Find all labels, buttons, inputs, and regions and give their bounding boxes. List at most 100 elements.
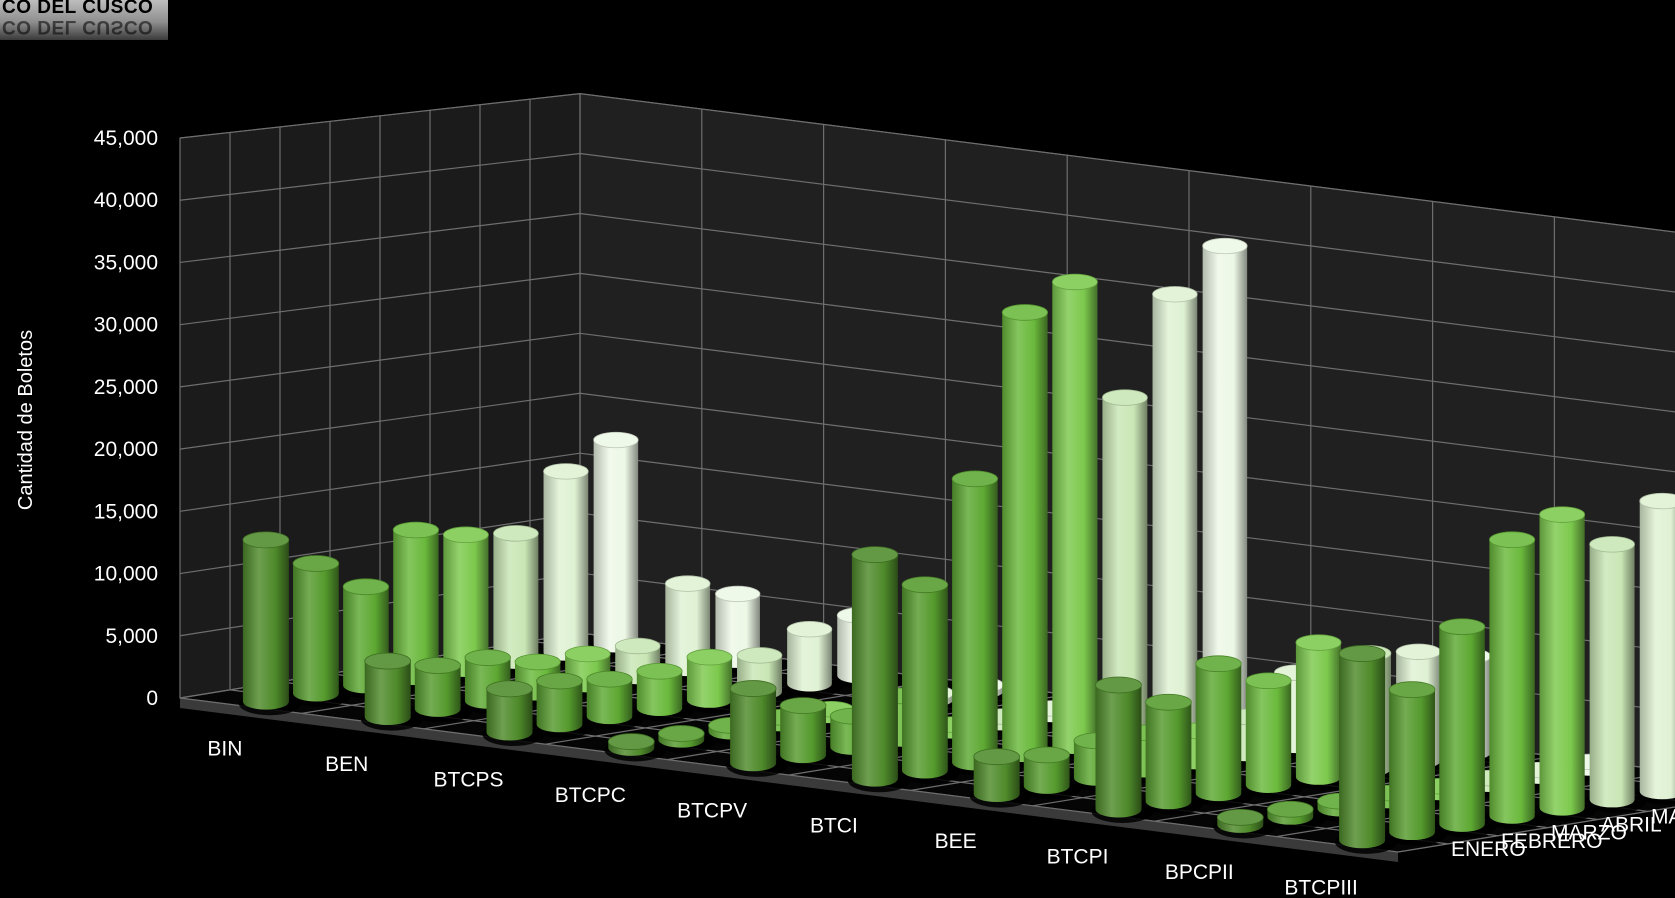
category-label: BPCPII [1165, 861, 1234, 884]
bar-body [536, 680, 583, 733]
bar [1585, 536, 1647, 813]
bar-top [686, 648, 733, 666]
y-tick-label: 40,000 [94, 189, 158, 212]
bar-body [1095, 684, 1142, 818]
bar-top [1438, 618, 1486, 636]
bar-body [1102, 397, 1148, 746]
y-tick-label: 45,000 [94, 127, 158, 150]
bar-body [1389, 689, 1435, 841]
category-label: BTCPV [677, 799, 747, 822]
bar-top [486, 680, 533, 698]
bar-body [1052, 281, 1098, 754]
bar-top [729, 680, 777, 697]
bar-top [342, 578, 390, 596]
bar-top [1145, 693, 1192, 711]
bar-top [1051, 273, 1098, 291]
banner-text: CO DEL CUSCO [2, 0, 154, 18]
series-label: ENERO [1451, 838, 1526, 861]
header-banner: CO DEL CUSCO CO DEL CUSCO [0, 0, 168, 40]
bar-top [1295, 634, 1342, 651]
bar-top [543, 463, 589, 480]
bar-top [593, 431, 639, 449]
bar-top [1095, 676, 1142, 694]
bar-body [493, 533, 539, 669]
bar [1213, 808, 1276, 839]
category-label: BEE [935, 830, 977, 853]
bar-body [1439, 626, 1485, 832]
bar-body [1245, 680, 1292, 793]
bar [1485, 531, 1547, 830]
bar [1292, 634, 1353, 791]
bar-body [1152, 294, 1198, 738]
y-axis-title: Cantidad de Boletos [15, 330, 37, 510]
bar-top [414, 657, 461, 674]
y-tick-label: 5,000 [105, 625, 158, 648]
bar-top [364, 652, 412, 670]
bar-body [543, 471, 589, 661]
bar-top [1195, 655, 1242, 673]
bar [1191, 655, 1254, 807]
bar [776, 697, 839, 769]
bar-body [593, 440, 639, 653]
bar-top [715, 585, 761, 603]
bar-body [1489, 539, 1535, 824]
bar-top [1245, 672, 1292, 690]
category-label: BTCPC [555, 784, 626, 807]
bar-body [414, 665, 461, 717]
bar-top [1589, 536, 1635, 553]
y-tick-label: 10,000 [94, 563, 158, 586]
bar [288, 555, 351, 708]
bar-top [1152, 286, 1198, 303]
bar-top [493, 525, 539, 542]
bar-body [636, 671, 683, 716]
bar-top [951, 470, 999, 488]
category-label: BTCPS [433, 769, 503, 792]
bar-body [902, 584, 948, 779]
bar-top [442, 526, 489, 544]
bar-top [464, 649, 511, 666]
bar-body [1339, 653, 1386, 849]
bar-body [1295, 642, 1342, 785]
series-label: ABRIL [1601, 814, 1662, 837]
bar-top [786, 621, 833, 638]
bar-body [486, 688, 533, 741]
bar-top [1202, 237, 1248, 255]
bar [1385, 681, 1448, 846]
bar-top [1395, 643, 1442, 660]
bar-body [1145, 702, 1192, 810]
bar-top [1639, 492, 1675, 510]
bar-body [586, 679, 633, 725]
bar-top [292, 555, 340, 572]
bar-top [564, 645, 611, 663]
bar [1335, 645, 1398, 854]
bar-body [1639, 501, 1675, 800]
bar [1019, 746, 1082, 800]
y-tick-label: 30,000 [94, 314, 158, 337]
bar-top [1489, 531, 1536, 549]
bar [410, 657, 473, 723]
bar-top [901, 576, 949, 594]
bar-body [242, 539, 289, 710]
bar-top [392, 521, 439, 539]
bar-body [730, 688, 777, 772]
bar-top [851, 546, 899, 564]
bar-body [973, 756, 1020, 803]
bar-body [780, 705, 826, 764]
bar-top [636, 662, 683, 680]
bar [1263, 800, 1326, 831]
bar-body [1195, 663, 1242, 802]
bar-body [952, 478, 998, 771]
bar [783, 621, 844, 697]
category-label: BIN [207, 738, 242, 761]
bar-top [779, 697, 827, 714]
bar-body [1002, 312, 1048, 763]
series-label: FEBRERO [1501, 830, 1603, 853]
bar-body [851, 554, 898, 787]
y-tick-label: 20,000 [94, 438, 158, 461]
category-label: BTCPI [1047, 846, 1109, 869]
bar [1141, 693, 1204, 815]
bar [654, 725, 717, 754]
bar-top [658, 725, 705, 742]
y-tick-label: 0 [146, 687, 158, 710]
bar-top [736, 647, 783, 664]
